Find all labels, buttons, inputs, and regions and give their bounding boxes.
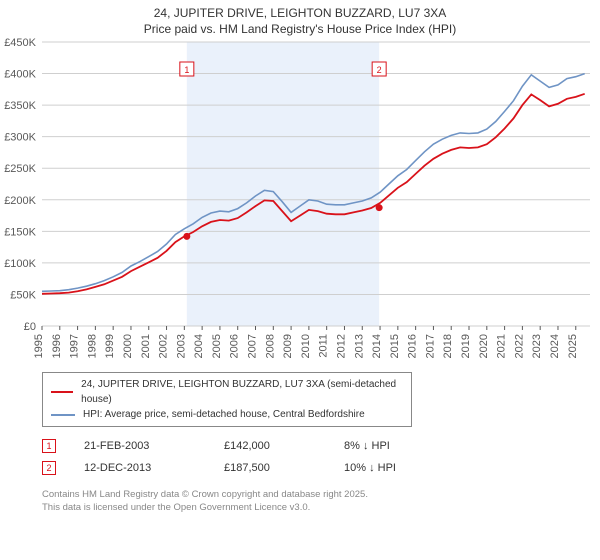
event-marker: 1 [42,439,56,453]
svg-text:2016: 2016 [407,334,419,358]
svg-text:1: 1 [184,65,189,75]
page-subtitle: Price paid vs. HM Land Registry's House … [0,22,600,36]
svg-text:1996: 1996 [51,334,63,358]
svg-text:£250K: £250K [4,163,36,175]
events-table: 1 21-FEB-2003£142,0008% ↓ HPI 2 12-DEC-2013… [42,435,600,479]
event-row: 1 21-FEB-2003£142,0008% ↓ HPI [42,435,600,457]
event-hpi-delta: 8% ↓ HPI [344,440,464,452]
chart-container: £0 £50K £100K £150K £200K £250K £300K £350K £400… [0,36,600,366]
svg-text:£350K: £350K [4,100,36,112]
svg-text:2019: 2019 [460,334,472,358]
legend-item: HPI: Average price, semi-detached house,… [51,407,403,422]
svg-text:2000: 2000 [122,334,134,358]
svg-text:£150K: £150K [4,226,36,238]
event-marker: 2 [42,461,56,475]
legend: 24, JUPITER DRIVE, LEIGHTON BUZZARD, LU7… [42,372,412,427]
svg-text:2013: 2013 [353,334,365,358]
svg-text:2012: 2012 [335,334,347,358]
event-price: £142,000 [224,440,344,452]
svg-text:1999: 1999 [104,334,116,358]
legend-swatch [51,414,75,416]
legend-item: 24, JUPITER DRIVE, LEIGHTON BUZZARD, LU7… [51,377,403,407]
svg-text:1998: 1998 [86,334,98,358]
svg-text:2005: 2005 [211,334,223,358]
svg-text:£400K: £400K [4,69,36,81]
svg-text:2020: 2020 [478,334,490,358]
svg-text:2002: 2002 [158,334,170,358]
svg-text:2011: 2011 [318,334,330,358]
svg-text:2001: 2001 [140,334,152,358]
svg-text:1995: 1995 [33,334,45,358]
svg-text:2023: 2023 [531,334,543,358]
line-chart: £0 £50K £100K £150K £200K £250K £300K £350K £400… [0,36,600,366]
event-row: 2 12-DEC-2013£187,50010% ↓ HPI [42,457,600,479]
svg-text:2024: 2024 [549,334,561,358]
svg-text:1997: 1997 [69,334,81,358]
svg-text:2004: 2004 [193,334,205,358]
svg-text:2014: 2014 [371,334,383,358]
legend-swatch [51,391,73,393]
footer-attribution: Contains HM Land Registry data © Crown c… [42,489,600,515]
svg-text:2022: 2022 [513,334,525,358]
svg-text:2007: 2007 [247,334,259,358]
svg-text:£50K: £50K [10,289,36,301]
footer-line-1: Contains HM Land Registry data © Crown c… [42,489,600,502]
event-hpi-delta: 10% ↓ HPI [344,462,464,474]
svg-text:£450K: £450K [4,37,36,49]
svg-text:2021: 2021 [496,334,508,358]
svg-text:£300K: £300K [4,132,36,144]
svg-text:£100K: £100K [4,258,36,270]
page-title: 24, JUPITER DRIVE, LEIGHTON BUZZARD, LU7… [0,6,600,20]
svg-text:£200K: £200K [4,195,36,207]
svg-text:2009: 2009 [282,334,294,358]
svg-text:2015: 2015 [389,334,401,358]
svg-text:2018: 2018 [442,334,454,358]
svg-text:£0: £0 [24,321,36,333]
svg-text:2017: 2017 [424,334,436,358]
svg-text:2010: 2010 [300,334,312,358]
legend-label: 24, JUPITER DRIVE, LEIGHTON BUZZARD, LU7… [81,377,403,407]
event-date: 21-FEB-2003 [84,440,224,452]
svg-text:2: 2 [377,65,382,75]
event-price: £187,500 [224,462,344,474]
svg-text:2008: 2008 [264,334,276,358]
svg-text:2006: 2006 [229,334,241,358]
footer-line-2: This data is licensed under the Open Gov… [42,502,600,515]
svg-text:2003: 2003 [175,334,187,358]
svg-text:2025: 2025 [567,334,579,358]
legend-label: HPI: Average price, semi-detached house,… [83,407,365,422]
event-date: 12-DEC-2013 [84,462,224,474]
